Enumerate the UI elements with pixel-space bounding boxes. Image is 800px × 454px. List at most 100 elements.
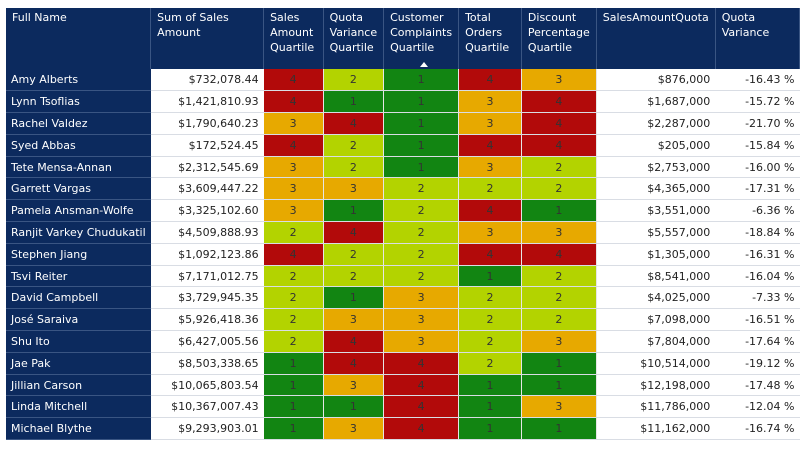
full-name-cell: Amy Alberts [6,69,151,92]
quota-variance-quartile-cell: 1 [323,90,385,114]
table-row[interactable]: Tete Mensa-Annan $2,312,545.69 3 2 1 3 2 $2,753… [6,156,800,179]
table-row[interactable]: Jillian Carson $10,065,803.54 1 3 4 1 1 $12,198… [6,374,800,397]
quota-variance-quartile-cell: 1 [323,286,385,310]
full-name-cell: Jillian Carson [6,374,151,397]
quota-variance-cell: -16.51 % [715,308,800,332]
total-orders-quartile-cell: 2 [458,308,522,332]
table-row[interactable]: Shu Ito $6,427,005.56 2 4 3 2 3 $7,804,000 -17.6… [6,330,800,353]
column-header-sales-amount-quota[interactable]: SalesAmountQuota [596,8,716,69]
sales-amount-quota-cell: $7,804,000 [596,330,716,353]
column-header-total-orders-quartile[interactable]: Total Orders Quartile [458,8,522,69]
column-header-sales-amount-quartile[interactable]: Sales Amount Quartile [263,8,324,69]
full-name-cell: José Saraiva [6,308,151,332]
column-header-quota-variance[interactable]: Quota Variance [715,8,800,69]
sales-amount-cell: $8,503,338.65 [150,352,264,375]
sales-amount-cell: $9,293,903.01 [150,417,264,441]
table-row[interactable]: José Saraiva $5,926,418.36 2 3 3 2 2 $7,098,000… [6,308,800,332]
quota-variance-cell: -16.00 % [715,156,800,179]
table-row[interactable]: David Campbell $3,729,945.35 2 1 3 2 2 $4,025,0… [6,286,800,310]
table-row[interactable]: Syed Abbas $172,524.45 4 2 1 4 4 $205,000 -15.84… [6,134,800,157]
total-orders-quartile-cell: 2 [458,286,522,310]
customer-complaints-quartile-cell: 3 [383,286,460,310]
table-row[interactable]: Jae Pak $8,503,338.65 1 4 4 2 1 $10,514,000 -19.… [6,352,800,375]
column-header-customer-complaints-quartile[interactable]: Customer Complaints Quartile [383,8,460,69]
table-row[interactable]: Garrett Vargas $3,609,447.22 3 3 2 2 2 $4,365,0… [6,177,800,201]
total-orders-quartile-cell: 2 [458,330,522,353]
quota-variance-quartile-cell: 4 [323,221,385,244]
table-body: Amy Alberts $732,078.44 4 2 1 4 3 $876,000 -16.4… [6,69,800,441]
sales-amount-cell: $732,078.44 [150,69,264,92]
quota-variance-quartile-cell: 2 [323,156,385,179]
sales-amount-quota-cell: $2,287,000 [596,112,716,135]
customer-complaints-quartile-cell: 4 [383,374,460,397]
quota-variance-quartile-cell: 2 [323,243,385,266]
customer-complaints-quartile-cell: 2 [383,199,460,223]
full-name-cell: Shu Ito [6,330,151,353]
sales-amount-quota-cell: $1,687,000 [596,90,716,114]
sales-amount-quota-cell: $876,000 [596,69,716,92]
quota-variance-quartile-cell: 1 [323,199,385,223]
discount-percentage-quartile-cell: 4 [521,243,597,266]
column-header-quota-variance-quartile[interactable]: Quota Variance Quartile [323,8,385,69]
full-name-cell: Tsvi Reiter [6,265,151,288]
sales-amount-cell: $1,092,123.86 [150,243,264,266]
sales-amount-quartile-cell: 3 [263,177,324,201]
total-orders-quartile-cell: 3 [458,221,522,244]
full-name-cell: Linda Mitchell [6,395,151,419]
table-row[interactable]: Michael Blythe $9,293,903.01 1 3 4 1 1 $11,162,… [6,417,800,441]
sales-amount-quartile-cell: 2 [263,221,324,244]
sales-amount-cell: $3,325,102.60 [150,199,264,223]
sales-amount-quartile-cell: 1 [263,417,324,441]
quota-variance-cell: -15.84 % [715,134,800,157]
full-name-cell: Syed Abbas [6,134,151,157]
table-row[interactable]: Ranjit Varkey Chudukatil $4,509,888.93 2 4 2… [6,221,800,244]
discount-percentage-quartile-cell: 2 [521,177,597,201]
quota-variance-cell: -17.48 % [715,374,800,397]
sales-amount-quota-cell: $11,162,000 [596,417,716,441]
sales-amount-cell: $3,609,447.22 [150,177,264,201]
discount-percentage-quartile-cell: 3 [521,330,597,353]
table-row[interactable]: Rachel Valdez $1,790,640.23 3 4 1 3 4 $2,287,00… [6,112,800,135]
quota-variance-quartile-cell: 4 [323,352,385,375]
sales-amount-quota-cell: $4,365,000 [596,177,716,201]
sales-amount-cell: $7,171,012.75 [150,265,264,288]
sales-amount-quartile-cell: 2 [263,265,324,288]
quota-variance-cell: -16.43 % [715,69,800,92]
total-orders-quartile-cell: 1 [458,417,522,441]
table-row[interactable]: Linda Mitchell $10,367,007.43 1 1 4 1 3 $11,786… [6,395,800,419]
total-orders-quartile-cell: 4 [458,199,522,223]
customer-complaints-quartile-cell: 1 [383,69,460,92]
discount-percentage-quartile-cell: 2 [521,156,597,179]
quota-variance-cell: -16.04 % [715,265,800,288]
table-row[interactable]: Lynn Tsoflias $1,421,810.93 4 1 1 3 4 $1,687,00… [6,90,800,114]
full-name-cell: Lynn Tsoflias [6,90,151,114]
sales-amount-quartile-cell: 4 [263,243,324,266]
column-header-sales-amount[interactable]: Sum of Sales Amount [150,8,265,69]
customer-complaints-quartile-cell: 3 [383,308,460,332]
column-header-full-name[interactable]: Full Name [6,8,152,69]
sales-amount-quota-cell: $205,000 [596,134,716,157]
full-name-cell: Garrett Vargas [6,177,151,201]
total-orders-quartile-cell: 3 [458,156,522,179]
sort-ascending-icon[interactable] [419,62,428,67]
sales-amount-quartile-cell: 1 [263,352,324,375]
sales-amount-quota-cell: $7,098,000 [596,308,716,332]
customer-complaints-quartile-cell: 4 [383,395,460,419]
customer-complaints-quartile-cell: 1 [383,112,460,135]
table-row[interactable]: Amy Alberts $732,078.44 4 2 1 4 3 $876,000 -16.4… [6,69,800,92]
quota-variance-quartile-cell: 3 [323,374,385,397]
sales-amount-quartile-cell: 1 [263,395,324,419]
table-row[interactable]: Stephen Jiang $1,092,123.86 4 2 2 4 4 $1,305,00… [6,243,800,266]
sales-amount-quota-cell: $5,557,000 [596,221,716,244]
quota-variance-cell: -6.36 % [715,199,800,223]
header-row: Full Name Sum of Sales Amount Sales Amou… [6,8,800,69]
column-header-discount-percentage-quartile[interactable]: Discount Percentage Quartile [521,8,597,69]
total-orders-quartile-cell: 2 [458,177,522,201]
table-row[interactable]: Pamela Ansman-Wolfe $3,325,102.60 3 1 2 4 1 $3,… [6,199,800,223]
total-orders-quartile-cell: 1 [458,374,522,397]
sales-amount-cell: $4,509,888.93 [150,221,264,244]
quota-variance-quartile-cell: 3 [323,417,385,441]
table-row[interactable]: Tsvi Reiter $7,171,012.75 2 2 2 1 2 $8,541,000-… [6,265,800,288]
total-orders-quartile-cell: 1 [458,265,522,288]
full-name-cell: Pamela Ansman-Wolfe [6,199,151,223]
